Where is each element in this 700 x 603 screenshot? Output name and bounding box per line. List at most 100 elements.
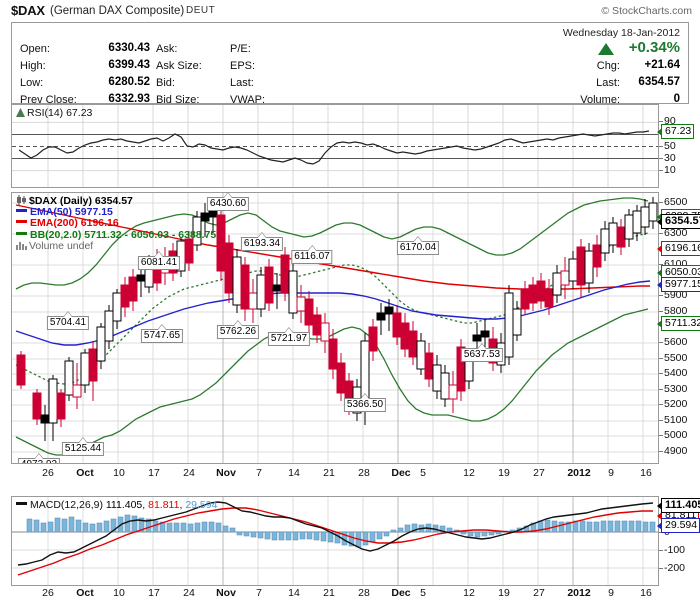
xlab-2012: 2012: [567, 467, 591, 479]
legend-row-ema50: EMA(50) 5977.15: [16, 205, 216, 219]
legend-row-volume: Volume undef: [16, 240, 216, 253]
xlab-19: 19: [498, 467, 510, 479]
callout-5762-26: 5762.26: [216, 325, 260, 339]
callout-5721-97: 5721.97: [267, 332, 311, 346]
quote-label-low: Low:: [20, 77, 44, 89]
legend-label-ema50: EMA(50) 5977.15: [30, 205, 113, 218]
price-legend: $DAX (Daily) 6354.57 EMA(50) 5977.15 EMA…: [16, 195, 216, 253]
date-axis-lower: 26 Oct 10 17 24 Nov 7 14 21 28 Dec 5 12 …: [11, 586, 659, 602]
price-tick-5300: 5300: [664, 383, 688, 395]
quote-label-last: Last:: [230, 77, 254, 89]
callout-5637-53: 5637.53: [460, 348, 504, 362]
xlab2-21: 21: [323, 587, 335, 599]
price-panel[interactable]: $DAX (Daily) 6354.57 EMA(50) 5977.15 EMA…: [11, 192, 659, 464]
macd-legend-macd: 111.405: [105, 499, 143, 511]
line-swatch-blue-icon: [16, 208, 27, 212]
macd-flag-macd: 111.405: [657, 498, 700, 513]
quote-label-chg: Chg:: [596, 60, 620, 72]
price-flag-bb-lower: 5711.32: [656, 316, 700, 331]
quote-value-low: 6280.52: [108, 76, 150, 88]
callout-6193-34: 6193.34: [240, 237, 284, 251]
xlab2-19: 19: [498, 587, 510, 599]
price-flag-last: 6354.57: [657, 214, 700, 229]
quote-label-last: Last:: [596, 77, 620, 89]
callout-5747-65: 5747.65: [140, 329, 184, 343]
callout-6116-07: 6116.07: [291, 250, 333, 264]
xlab2-7: 7: [256, 587, 262, 599]
rsi-icon: [16, 108, 25, 117]
line-swatch-green-icon: [16, 231, 27, 235]
quote-label-bid: Bid:: [156, 77, 175, 89]
xlab2-17: 17: [148, 587, 160, 599]
xlab-5: 5: [420, 467, 426, 479]
callout-6170-04: 6170.04: [396, 241, 440, 255]
price-flag-ema50: 5977.15: [657, 277, 700, 292]
macd-plot: [12, 497, 658, 585]
price-axis: 6500 6300 6100 5900 5800 5600 5500 5400 …: [656, 192, 700, 464]
symbol-ticker: $DAX: [11, 3, 45, 18]
xlab2-12: 12: [463, 587, 475, 599]
xlab-12: 12: [463, 467, 475, 479]
rsi-tick-30: 30: [664, 152, 676, 164]
quote-label-open: Open:: [20, 43, 50, 55]
price-tick-5100: 5100: [664, 414, 688, 426]
price-tick-5900: 5900: [664, 289, 688, 301]
xlab2-24: 24: [183, 587, 195, 599]
rsi-panel[interactable]: RSI(14) 67.23: [11, 104, 659, 188]
quote-value-volume: 0: [673, 93, 680, 105]
xlab2-oct: Oct: [76, 587, 94, 599]
up-triangle-icon: [598, 43, 614, 55]
xlab-16: 16: [640, 467, 652, 479]
legend-row-bb: BB(20,2.0) 5711.32 - 6050.03 - 6388.75: [16, 229, 216, 242]
quote-label-vwap: VWAP:: [230, 94, 266, 106]
quote-label-eps: EPS:: [230, 60, 256, 72]
quote-label-high: High:: [20, 60, 46, 72]
quote-value-high: 6399.43: [108, 59, 150, 71]
macd-tick-m100: -100: [664, 544, 686, 556]
quote-value-last: 6354.57: [638, 76, 680, 88]
quote-label-volume: Volume:: [580, 94, 620, 106]
quote-date: Wednesday 18-Jan-2012: [562, 27, 680, 39]
date-axis-upper: 26 Oct 10 17 24 Nov 7 14 21 28 Dec 5 12 …: [11, 466, 659, 482]
callout-6430-60: 6430.60: [206, 197, 250, 211]
price-tick-4900: 4900: [664, 445, 688, 457]
quote-label-bid-size: Bid Size:: [156, 94, 200, 106]
macd-panel[interactable]: MACD(12,26,9) 111.405, 81.811, 29.594: [11, 496, 659, 586]
xlab-10: 10: [113, 467, 125, 479]
rsi-tick-90: 90: [664, 115, 676, 127]
xlab-dec: Dec: [391, 467, 411, 479]
symbol-name: (German DAX Composite): [50, 5, 185, 17]
xlab-nov: Nov: [216, 467, 236, 479]
macd-legend-hist: 29.594: [185, 499, 218, 511]
xlab2-2012: 2012: [567, 587, 591, 599]
rsi-plot: [12, 105, 658, 187]
line-swatch-red-icon: [16, 220, 27, 223]
price-tick-5500: 5500: [664, 352, 688, 364]
xlab-9: 9: [608, 467, 614, 479]
callout-5366-50: 5366.50: [343, 398, 387, 412]
price-tick-6100: 6100: [664, 258, 688, 270]
xlab-28: 28: [358, 467, 370, 479]
xlab2-9: 9: [608, 587, 614, 599]
volume-icon: [16, 241, 27, 250]
rsi-tick-50: 50: [664, 140, 676, 152]
xlab-24: 24: [183, 467, 195, 479]
quote-value-prev-close: 6332.93: [108, 93, 150, 105]
callout-6081-41: 6081.41: [137, 256, 181, 270]
price-flag-ema200: 6196.16: [657, 241, 700, 256]
quote-value-chg: +21.64: [644, 59, 681, 71]
stockcharts-watermark: © StockCharts.com: [601, 5, 692, 17]
macd-legend: MACD(12,26,9) 111.405, 81.811, 29.594: [16, 499, 217, 511]
quote-label-pe: P/E:: [230, 43, 251, 55]
xlab2-28: 28: [358, 587, 370, 599]
xlab-27: 27: [533, 467, 545, 479]
xlab-14: 14: [288, 467, 300, 479]
quote-label-ask: Ask:: [156, 43, 178, 55]
price-tick-5800: 5800: [664, 305, 688, 317]
line-swatch-black-icon: [16, 502, 27, 505]
macd-legend-signal: 81.811: [148, 499, 180, 511]
legend-row-ema200: EMA(200) 6196.16: [16, 217, 216, 230]
candlestick-icon: [16, 195, 27, 205]
price-tick-5000: 5000: [664, 429, 688, 441]
